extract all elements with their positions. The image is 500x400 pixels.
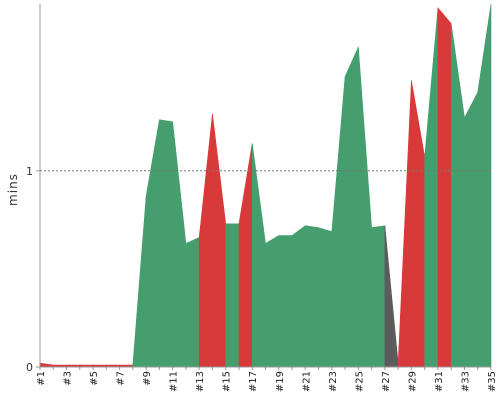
x-tick-label-build-11: #11 [169,371,180,392]
data-point-build-14[interactable] [209,111,215,117]
data-point-build-32[interactable] [448,21,454,27]
area-segment-build-16-success[interactable] [225,223,240,368]
area-segment-build-19-success[interactable] [265,235,280,368]
area-segment-build-14-failure[interactable] [198,113,213,368]
data-point-build-19[interactable] [276,233,282,239]
x-tick-label-build-7: #7 [116,371,127,386]
area-segment-build-27-success[interactable] [371,225,386,368]
data-point-build-21[interactable] [302,223,308,229]
x-tick-label-build-13: #13 [195,371,206,392]
area-segment-build-17-failure[interactable] [238,143,253,368]
x-tick-label-build-5: #5 [89,371,100,386]
data-point-build-23[interactable] [329,229,335,235]
area-segment-build-33-success[interactable] [450,23,465,368]
data-point-build-30[interactable] [422,154,428,160]
y-tick-label-0: 0 [26,361,33,374]
data-point-build-12[interactable] [183,240,189,246]
y-axis-ticks: 01 [26,165,40,374]
x-tick-label-build-17: #17 [248,371,259,392]
area-segment-build-28-aborted[interactable] [384,225,399,368]
x-tick-label-build-35: #35 [487,371,498,392]
area-segment-build-24-success[interactable] [331,76,346,368]
area-segment-build-21-success[interactable] [291,225,306,368]
data-point-build-29[interactable] [408,78,414,84]
x-tick-label-build-15: #15 [222,371,233,392]
x-axis-ticks: #1 #3 #5 #7 #9 #11 #13 #15 #17 #19 #21 #23 #25 #27 #29… [36,367,498,392]
data-point-build-22[interactable] [316,225,322,231]
data-point-build-25[interactable] [355,44,361,50]
y-axis-title: mins [6,173,20,206]
x-tick-label-build-19: #19 [275,371,286,392]
area-segment-build-9-success[interactable] [132,196,147,368]
data-point-build-9[interactable] [143,193,149,199]
data-point-build-24[interactable] [342,74,348,80]
area-segment-build-29-failure[interactable] [397,80,412,368]
data-point-build-11[interactable] [170,119,176,125]
area-segment-build-25-success[interactable] [344,47,359,368]
area-segment-build-15-failure[interactable] [212,113,227,368]
area-segment-build-23-success[interactable] [318,227,333,368]
data-point-build-28[interactable] [395,360,401,366]
area-segment-build-34-success[interactable] [464,92,479,368]
area-segment-build-11-success[interactable] [159,119,173,368]
data-point-build-17[interactable] [249,140,255,146]
data-point-build-31[interactable] [435,5,441,11]
x-tick-label-build-27: #27 [381,371,392,392]
data-point-build-20[interactable] [289,233,295,239]
data-point-build-26[interactable] [369,225,375,231]
area-segment-build-10-success[interactable] [145,119,160,368]
data-point-build-10[interactable] [156,117,162,123]
area-segment-build-22-success[interactable] [304,225,319,368]
x-tick-label-build-21: #21 [301,371,312,392]
x-tick-label-build-33: #33 [460,371,471,392]
data-point-build-18[interactable] [263,240,269,246]
area-segment-build-26-success[interactable] [358,47,372,368]
x-tick-label-build-25: #25 [354,371,365,392]
area-segments [39,1,494,368]
area-segment-build-20-success[interactable] [278,235,293,368]
area-segment-build-30-failure[interactable] [411,80,425,368]
area-segment-build-32-failure[interactable] [437,7,452,368]
x-tick-label-build-3: #3 [63,371,74,386]
x-tick-label-build-1: #1 [36,371,47,386]
data-point-build-27[interactable] [382,223,388,229]
data-point-build-35[interactable] [488,1,494,7]
x-tick-label-build-9: #9 [142,371,153,386]
data-point-build-15[interactable] [223,221,229,227]
y-tick-label-1: 1 [26,165,33,178]
data-point-build-33[interactable] [461,115,467,121]
area-segment-build-18-success[interactable] [251,143,266,368]
area-segment-build-31-success[interactable] [424,7,439,368]
area-segment-build-35-success[interactable] [477,3,492,368]
x-tick-label-build-31: #31 [434,371,445,392]
x-tick-label-build-29: #29 [407,371,418,392]
data-point-build-34[interactable] [475,89,481,95]
area-segment-build-13-success[interactable] [185,237,200,368]
data-point-build-16[interactable] [236,221,242,227]
x-tick-label-build-23: #23 [328,371,339,392]
data-point-build-13[interactable] [196,234,202,240]
